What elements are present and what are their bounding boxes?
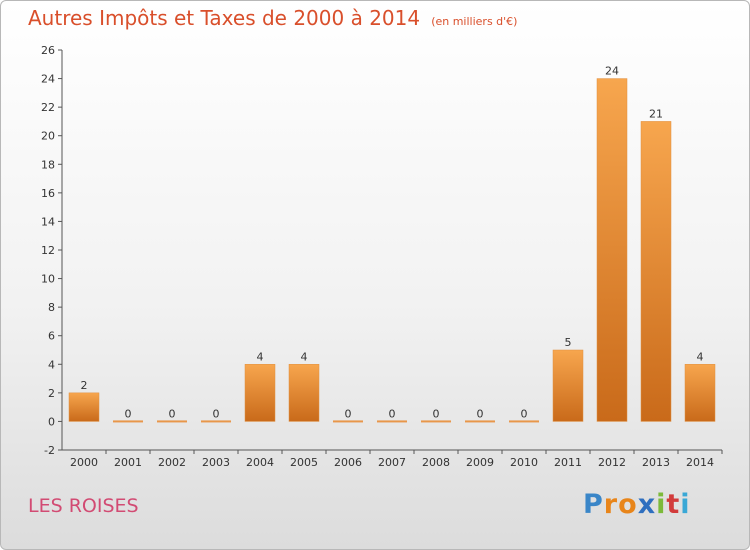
chart-title: Autres Impôts et Taxes de 2000 à 2014 (e… — [28, 6, 517, 30]
x-tick-label: 2009 — [466, 456, 494, 469]
bar — [157, 420, 187, 423]
x-tick-label: 2010 — [510, 456, 538, 469]
y-tick-label: 0 — [48, 415, 55, 428]
x-tick-label: 2005 — [290, 456, 318, 469]
bar — [552, 349, 584, 422]
y-tick-label: 2 — [48, 387, 55, 400]
data-label: 5 — [565, 336, 572, 349]
data-label: 0 — [389, 407, 396, 420]
x-tick-label: 2007 — [378, 456, 406, 469]
y-tick-label: 26 — [41, 44, 55, 57]
logo-letter: x — [637, 489, 657, 520]
bar — [465, 420, 495, 423]
logo-letter: r — [603, 489, 619, 520]
y-tick-label: 12 — [41, 244, 55, 257]
x-tick-label: 2004 — [246, 456, 274, 469]
chart-title-text: Autres Impôts et Taxes de 2000 à 2014 — [28, 6, 421, 30]
bar — [68, 392, 100, 422]
y-tick-label: 24 — [41, 73, 55, 86]
bar — [244, 364, 276, 422]
y-tick-label: 22 — [41, 101, 55, 114]
x-tick-label: 2002 — [158, 456, 186, 469]
bar — [201, 420, 231, 423]
logo-letter: P — [583, 489, 604, 520]
y-tick-label: 10 — [41, 273, 55, 286]
bar — [333, 420, 363, 423]
x-tick-label: 2003 — [202, 456, 230, 469]
x-tick-label: 2014 — [686, 456, 714, 469]
logo-letter: i — [680, 489, 691, 520]
bar — [377, 420, 407, 423]
chart-unit: (en milliers d'€) — [431, 15, 518, 28]
data-label: 0 — [477, 407, 484, 420]
bar — [421, 420, 451, 423]
x-tick-label: 2011 — [554, 456, 582, 469]
bar — [509, 420, 539, 423]
x-tick-label: 2001 — [114, 456, 142, 469]
data-label: 0 — [433, 407, 440, 420]
y-tick-label: 14 — [41, 215, 55, 228]
data-label: 24 — [605, 65, 619, 78]
x-tick-label: 2012 — [598, 456, 626, 469]
data-label: 0 — [169, 407, 176, 420]
proxiti-logo: Proxiti — [583, 489, 691, 520]
x-tick-label: 2006 — [334, 456, 362, 469]
logo-letter: i — [656, 489, 667, 520]
x-tick-label: 2008 — [422, 456, 450, 469]
y-tick-label: -2 — [44, 444, 55, 457]
y-tick-label: 18 — [41, 158, 55, 171]
data-label: 4 — [301, 350, 308, 363]
y-tick-label: 20 — [41, 130, 55, 143]
y-tick-label: 16 — [41, 187, 55, 200]
data-label: 0 — [213, 407, 220, 420]
x-tick-label: 2013 — [642, 456, 670, 469]
bar — [288, 364, 320, 422]
data-label: 0 — [521, 407, 528, 420]
data-label: 2 — [81, 379, 88, 392]
y-tick-label: 4 — [48, 358, 55, 371]
data-label: 4 — [697, 350, 704, 363]
logo-letter: t — [666, 489, 681, 520]
bar — [684, 364, 716, 422]
commune-name: LES ROISES — [28, 495, 139, 517]
data-label: 0 — [345, 407, 352, 420]
x-tick-label: 2000 — [70, 456, 98, 469]
data-label: 4 — [257, 350, 264, 363]
logo-letter: o — [618, 489, 638, 520]
bar — [640, 121, 672, 422]
data-label: 0 — [125, 407, 132, 420]
y-tick-label: 8 — [48, 301, 55, 314]
bar — [113, 420, 143, 423]
bar — [596, 78, 628, 422]
data-label: 21 — [649, 107, 663, 120]
y-tick-label: 6 — [48, 330, 55, 343]
